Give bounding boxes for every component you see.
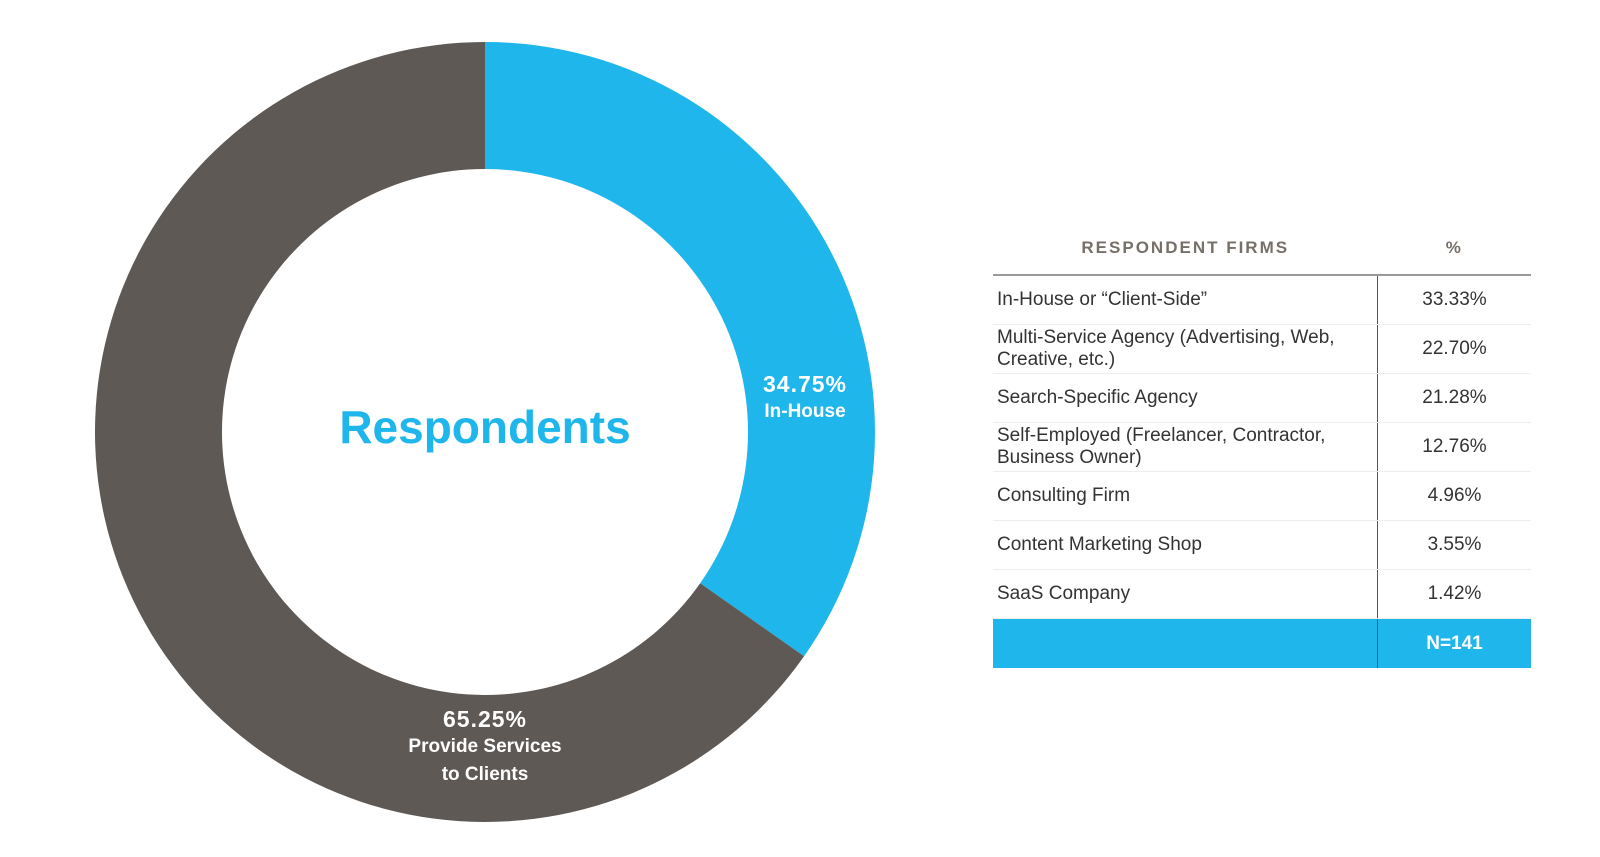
footer-blank (993, 618, 1378, 668)
firm-percent: 33.33% (1377, 275, 1531, 325)
table-row: Content Marketing Shop 3.55% (993, 520, 1531, 570)
chart (94, 42, 875, 822)
firm-percent: 22.70% (1377, 324, 1531, 374)
firm-name: Multi-Service Agency (Advertising, Web, … (993, 324, 1378, 374)
sample-size: N=141 (1377, 618, 1531, 668)
firm-percent: 1.42% (1377, 569, 1531, 619)
firm-name: Content Marketing Shop (993, 520, 1378, 570)
table-row: Consulting Firm 4.96% (993, 471, 1531, 521)
slice-name: In-House (764, 401, 846, 422)
slice-label: 34.75% In-House (705, 370, 905, 426)
firm-name: Consulting Firm (993, 471, 1378, 521)
donut-slice (94, 42, 805, 822)
table-row: Self-Employed (Freelancer, Contractor, B… (993, 422, 1531, 472)
header-cell: % (1377, 222, 1531, 276)
firm-percent: 12.76% (1377, 422, 1531, 472)
slice-value: 65.25% (442, 706, 527, 732)
slice-name: Provide Services to Clients (408, 736, 562, 785)
firm-percent: 21.28% (1377, 373, 1531, 423)
donut-slice (485, 42, 875, 657)
firm-name: Search-Specific Agency (993, 373, 1378, 423)
table-row: SaaS Company 1.42% (993, 569, 1531, 619)
table-body: In-House or “Client-Side” 33.33% Multi-Ser… (993, 275, 1531, 668)
center-label: Respondents (339, 401, 631, 453)
slice-label: 65.25% Provide Services to Clients (385, 705, 585, 789)
firm-percent: 4.96% (1377, 471, 1531, 521)
firms-table: RESPONDENT FIRMS % In-House or “Client-S… (993, 222, 1531, 668)
table-row: Multi-Service Agency (Advertising, Web, … (993, 324, 1531, 374)
table-row: In-House or “Client-Side” 33.33% (993, 275, 1531, 325)
firm-percent: 3.55% (1377, 520, 1531, 570)
header-cell: RESPONDENT FIRMS (993, 222, 1378, 276)
table-row: Search-Specific Agency 21.28% (993, 373, 1531, 423)
slice-value: 34.75% (762, 371, 847, 397)
firm-name: In-House or “Client-Side” (993, 275, 1378, 325)
firm-name: Self-Employed (Freelancer, Contractor, B… (993, 422, 1378, 472)
firm-name: SaaS Company (993, 569, 1378, 619)
table-footer: N=141 (993, 618, 1531, 668)
table-header: RESPONDENT FIRMS % (993, 222, 1531, 276)
